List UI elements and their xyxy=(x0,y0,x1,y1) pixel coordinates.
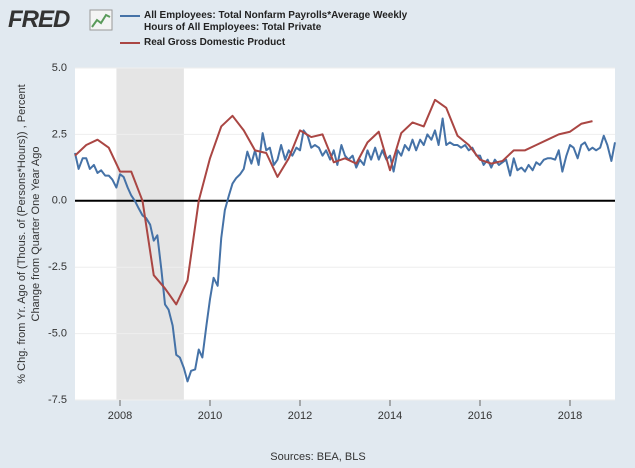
x-tick-label: 2010 xyxy=(198,410,222,422)
y-tick-label: 2.5 xyxy=(52,128,67,140)
y-tick-label: 5.0 xyxy=(52,62,67,74)
y-tick-label: -2.5 xyxy=(48,261,67,273)
series-line xyxy=(74,98,593,306)
legend-swatch xyxy=(120,42,140,44)
y-axis-label: % Chg. from Yr. Ago of (Thous. of (Perso… xyxy=(16,84,28,383)
x-tick-label: 2016 xyxy=(468,410,492,422)
y-tick-label: -5.0 xyxy=(48,328,67,340)
logo: FRED xyxy=(8,6,70,33)
x-tick-label: 2012 xyxy=(288,410,312,422)
logo-icon xyxy=(89,9,113,31)
logo-icon-line xyxy=(91,13,111,28)
y-tick-label: -7.5 xyxy=(48,394,67,406)
series-line xyxy=(74,117,616,383)
recession-shade xyxy=(116,68,184,400)
x-tick-label: 2008 xyxy=(108,410,132,422)
x-tick-label: 2014 xyxy=(378,410,402,422)
legend-item: Real Gross Domestic Product xyxy=(118,37,418,49)
legend: All Employees: Total Nonfarm Payrolls*Av… xyxy=(118,10,418,52)
legend-label: Real Gross Domestic Product xyxy=(144,37,286,48)
x-tick-label: 2018 xyxy=(558,410,582,422)
legend-swatch xyxy=(120,15,140,17)
y-axis-label: Change from Quarter One Year Ago xyxy=(30,147,42,322)
legend-item: All Employees: Total Nonfarm Payrolls*Av… xyxy=(118,10,418,34)
y-tick-label: 0.0 xyxy=(52,195,67,207)
source: Sources: BEA, BLS xyxy=(270,451,365,463)
legend-label: All Employees: Total Nonfarm Payrolls*Av… xyxy=(144,10,408,33)
